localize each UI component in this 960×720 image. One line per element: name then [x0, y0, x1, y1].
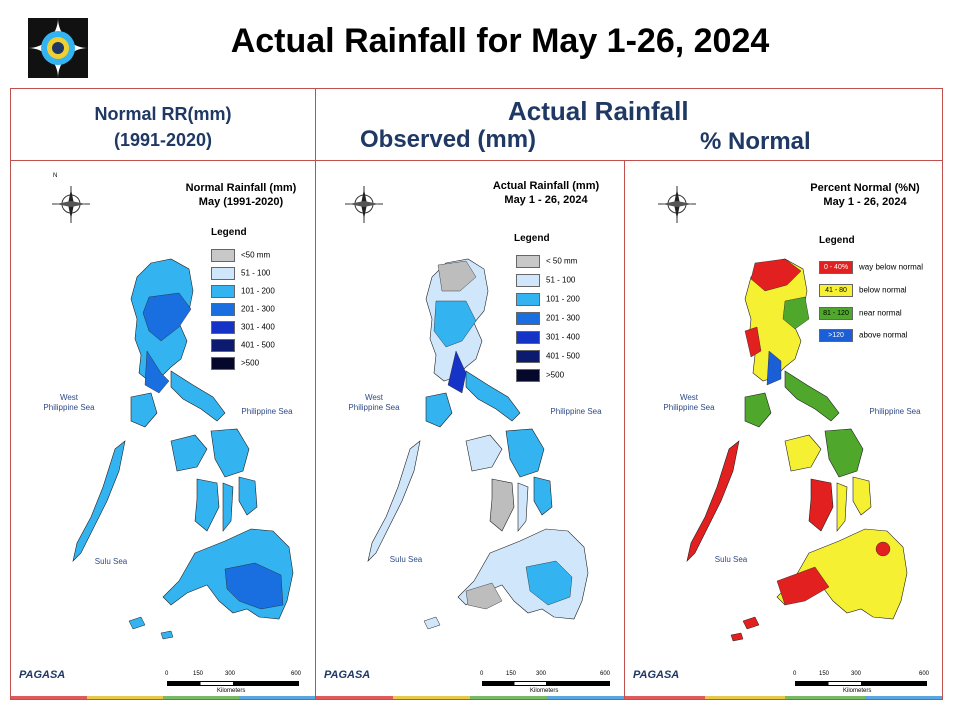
sea-label-sulu: Sulu Sea: [94, 557, 128, 566]
sea-label-sulu: Sulu Sea: [389, 555, 423, 564]
compass-rose-icon: [658, 186, 696, 223]
pagasa-footer-logo: PAGASA: [324, 669, 371, 681]
sea-label-west: West Philippine Sea: [348, 393, 400, 412]
normal-rainfall-map: [52, 186, 294, 640]
legend-item: 301 - 400: [211, 321, 275, 334]
legend-title: Legend: [514, 233, 550, 244]
map-title-line1: Normal Rainfall (mm): [185, 182, 297, 194]
legend-item: 201 - 300: [211, 303, 275, 316]
legend-swatch: [211, 339, 235, 352]
normal-header-line2: (1991-2020): [113, 130, 213, 150]
legend-swatch: >120: [819, 329, 853, 342]
actual-rainfall-map: [345, 186, 589, 630]
actual-rainfall-map-panel: Actual Rainfall (mm) May 1 - 26, 2024 Le…: [315, 160, 625, 700]
legend-item: 401 - 500: [211, 339, 275, 352]
compass-rose-icon: [345, 186, 383, 223]
normal-header-line1: Normal RR(mm): [94, 104, 232, 124]
legend-swatch: [516, 255, 540, 268]
sea-label-philippine: Philippine Sea: [241, 407, 293, 416]
legend-item: 51 - 100: [516, 274, 575, 287]
legend-swatch: [211, 303, 235, 316]
legend-item: 41 - 80 below normal: [819, 284, 907, 297]
legend-title: Legend: [819, 235, 855, 246]
legend-item: 201 - 300: [516, 312, 580, 325]
legend-item: >500: [211, 357, 259, 370]
legend-swatch: 41 - 80: [819, 284, 853, 297]
legend-item: 101 - 200: [211, 285, 275, 298]
pagasa-footer-logo: PAGASA: [19, 669, 66, 681]
pagasa-seal-logo: [26, 16, 90, 80]
legend-item: 401 - 500: [516, 350, 580, 363]
sea-label-sulu: Sulu Sea: [714, 555, 748, 564]
map-title-line1: Percent Normal (%N): [810, 182, 920, 194]
legend-swatch: [211, 249, 235, 262]
sea-label-west: West Philippine Sea: [43, 393, 95, 412]
legend-swatch: [211, 357, 235, 370]
legend-swatch: [516, 369, 540, 382]
pagasa-footer-logo: PAGASA: [633, 669, 680, 681]
legend-item: 101 - 200: [516, 293, 580, 306]
sea-label-philippine: Philippine Sea: [869, 407, 921, 416]
legend-swatch: [516, 350, 540, 363]
observed-header: Observed (mm): [360, 126, 537, 153]
legend-swatch: [211, 321, 235, 334]
map-title-line1: Actual Rainfall (mm): [492, 180, 600, 192]
legend-item: < 50 mm: [516, 255, 577, 268]
legend-item: >120 above normal: [819, 329, 907, 342]
legend-swatch: 81 - 120: [819, 307, 853, 320]
legend-item: 51 - 100: [211, 267, 270, 280]
legend-item: 301 - 400: [516, 331, 580, 344]
legend-swatch: [516, 331, 540, 344]
map-title-line2: May 1 - 26, 2024: [823, 196, 907, 208]
legend-item: >500: [516, 369, 564, 382]
legend-item: 0 - 40% way below normal: [819, 261, 923, 274]
page-title: Actual Rainfall for May 1-26, 2024: [230, 22, 770, 60]
legend-title: Legend: [211, 227, 247, 238]
legend-item: 81 - 120 near normal: [819, 307, 902, 320]
actual-header: Actual Rainfall: [508, 96, 689, 126]
percent-normal-map-panel: Percent Normal (%N) May 1 - 26, 2024 Leg…: [624, 160, 943, 700]
legend-item: <50 mm: [211, 249, 270, 262]
sea-label-west: West Philippine Sea: [663, 393, 715, 412]
compass-north-label: N: [53, 173, 58, 179]
sea-label-philippine: Philippine Sea: [550, 407, 602, 416]
percent-header: % Normal: [700, 128, 811, 155]
compass-rose-icon: [52, 186, 90, 223]
legend-swatch: [516, 293, 540, 306]
legend-swatch: 0 - 40%: [819, 261, 853, 274]
normal-rainfall-map-panel: N Normal Rainfall (mm) May (1991-2020) L…: [10, 160, 316, 700]
legend-swatch: [211, 285, 235, 298]
legend-swatch: [516, 312, 540, 325]
percent-normal-map: [658, 186, 908, 642]
map-title-line2: May (1991-2020): [198, 196, 284, 208]
map-title-line2: May 1 - 26, 2024: [504, 194, 588, 206]
legend-swatch: [516, 274, 540, 287]
legend-swatch: [211, 267, 235, 280]
